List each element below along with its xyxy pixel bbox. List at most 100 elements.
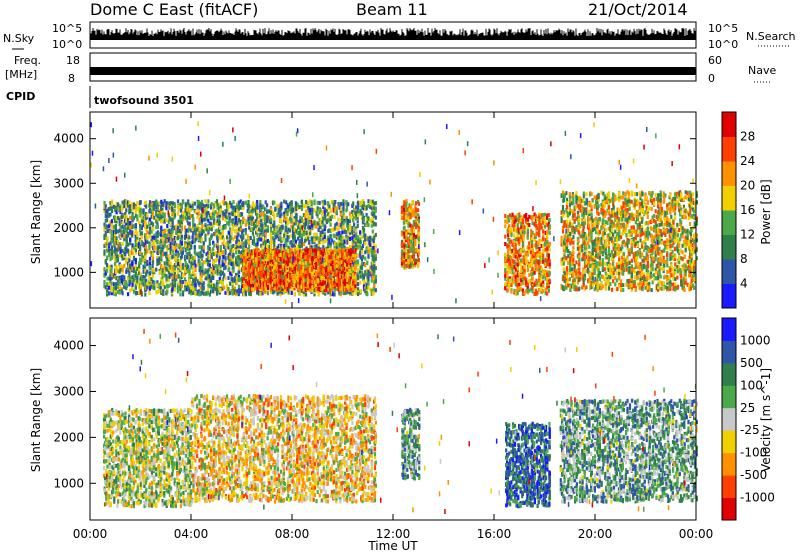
echo-cell	[140, 258, 143, 263]
echo-cell	[235, 257, 238, 262]
echo-cell	[235, 250, 238, 255]
echo-cell	[153, 215, 156, 220]
echo-cell	[264, 240, 267, 245]
echo-cell	[121, 291, 124, 296]
echo-cell	[329, 241, 332, 246]
echo-cell	[116, 269, 120, 273]
echo-cell	[104, 214, 107, 218]
echo-cell	[353, 207, 356, 212]
echo-cell	[278, 203, 282, 208]
echo-cell	[187, 264, 190, 269]
echo-cell	[210, 227, 213, 232]
echo-cell	[305, 235, 308, 239]
echo-cell	[274, 206, 277, 211]
echo-cell	[366, 292, 369, 297]
echo-cell	[116, 240, 120, 244]
echo-cell	[125, 286, 128, 291]
echo-cell	[200, 237, 203, 242]
echo-cell	[260, 283, 263, 288]
echo-cell	[192, 220, 195, 224]
echo-cell	[316, 207, 319, 212]
echo-cell	[307, 222, 310, 227]
echo-cell	[146, 259, 149, 264]
echo-cell	[372, 246, 375, 250]
echo-cell	[246, 258, 249, 263]
echo-cell	[316, 200, 319, 205]
echo-cell	[221, 241, 224, 246]
echo-cell	[374, 244, 377, 249]
echo-cell	[185, 255, 189, 260]
echo-cell	[175, 274, 178, 279]
echo-cell	[233, 205, 237, 210]
echo-cell	[156, 239, 159, 244]
echo-cell	[140, 219, 143, 224]
echo-cell	[273, 261, 276, 266]
echo-cell	[374, 206, 377, 211]
echo-cell	[190, 258, 193, 263]
echo-cell	[208, 246, 211, 251]
echo-cell	[283, 211, 286, 216]
echo-cell	[339, 289, 342, 294]
echo-cell	[194, 283, 197, 288]
echo-cell	[237, 214, 240, 219]
echo-cell	[188, 215, 191, 220]
echo-cell	[125, 232, 128, 237]
echo-cell	[190, 264, 193, 268]
echo-cell	[131, 207, 134, 212]
echo-cell	[339, 292, 342, 297]
echo-cell	[233, 229, 237, 233]
echo-cell	[374, 274, 377, 279]
echo-cell	[370, 206, 373, 211]
echo-cell	[367, 203, 370, 208]
echo-cell	[213, 216, 216, 221]
echo-cell	[333, 204, 336, 209]
echo-cell	[114, 289, 117, 294]
echo-cell	[151, 264, 154, 268]
echo-cell	[106, 263, 109, 268]
echo-cell	[268, 253, 272, 258]
echo-cell	[160, 291, 163, 295]
echo-cell	[246, 267, 249, 272]
echo-cell	[125, 234, 128, 239]
echo-cell	[142, 208, 145, 213]
echo-cell	[292, 232, 295, 237]
echo-cell	[330, 228, 334, 232]
echo-cell	[198, 230, 201, 235]
echo-cell	[226, 209, 229, 214]
echo-cell	[348, 219, 352, 224]
echo-cell	[252, 271, 255, 276]
echo-cell	[184, 287, 187, 292]
echo-cell	[216, 211, 219, 216]
echo-cell	[356, 253, 359, 258]
echo-cell	[184, 261, 187, 265]
echo-cell	[228, 219, 231, 223]
echo-cell	[341, 273, 344, 278]
echo-cell	[299, 223, 302, 228]
echo-cell	[163, 285, 166, 290]
echo-cell	[233, 235, 237, 240]
echo-cell	[134, 223, 137, 227]
echo-cell	[264, 222, 267, 227]
freq-trace	[90, 67, 696, 75]
echo-cell	[230, 277, 233, 282]
echo-cell	[230, 248, 233, 253]
echo-cell	[248, 286, 251, 291]
echo-cell	[106, 255, 109, 260]
echo-cell	[192, 291, 195, 295]
echo-cell	[242, 258, 245, 263]
echo-cell	[229, 216, 232, 221]
echo-cell	[199, 212, 202, 217]
echo-cell	[351, 215, 354, 219]
echo-cell	[116, 289, 120, 294]
echo-cell	[270, 238, 273, 243]
echo-cell	[193, 279, 196, 283]
echo-cell	[322, 210, 325, 215]
echo-cell	[187, 269, 190, 274]
echo-cell	[254, 253, 257, 258]
echo-cell	[260, 250, 263, 255]
echo-cell	[215, 291, 219, 296]
echo-cell	[114, 248, 117, 253]
echo-cell	[355, 291, 358, 296]
echo-cell	[229, 249, 232, 254]
echo-cell	[160, 205, 163, 210]
